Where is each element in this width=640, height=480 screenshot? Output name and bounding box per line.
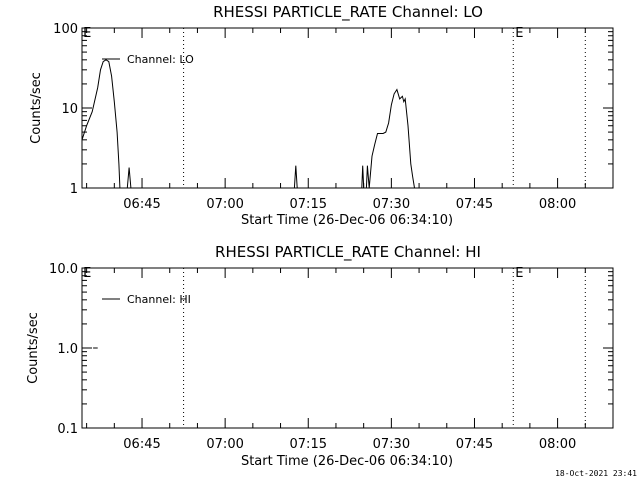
panel-hi: 06:45 07:00 07:15 07:30 07:45 08:00 0.1 1.0 10.0… bbox=[49, 262, 613, 452]
x-tick-label: 07:15 bbox=[290, 197, 327, 212]
y-axis-label-hi: Counts/sec bbox=[26, 312, 41, 384]
x-tick-label: 06:45 bbox=[123, 437, 160, 452]
footer-timestamp: 18-Oct-2021 23:41 bbox=[555, 469, 637, 478]
event-marker-label: E bbox=[515, 266, 523, 281]
event-marker-label: E bbox=[83, 266, 91, 281]
plot-frame-lo bbox=[81, 27, 614, 189]
x-tick-label: 08:00 bbox=[539, 197, 576, 212]
legend-label: Channel: LO bbox=[127, 53, 194, 66]
y-tick-label: 10.0 bbox=[49, 262, 78, 277]
x-tick-label: 07:00 bbox=[206, 197, 243, 212]
legend-label: Channel: HI bbox=[127, 293, 191, 306]
x-tick-label: 07:30 bbox=[373, 197, 410, 212]
x-tick-label: 08:00 bbox=[539, 437, 576, 452]
chart-title-hi: RHESSI PARTICLE_RATE Channel: HI bbox=[215, 243, 481, 262]
panel-lo: 06:45 07:00 07:15 07:30 07:45 08:00 1 10 100 E E Ch… bbox=[53, 22, 613, 212]
event-marker-label: E bbox=[515, 26, 523, 41]
series-line bbox=[126, 167, 132, 189]
series-line bbox=[361, 165, 365, 189]
x-axis-label-hi: Start Time (26-Dec-06 06:34:10) bbox=[241, 454, 453, 469]
series-line bbox=[81, 59, 121, 189]
y-tick-label: 0.1 bbox=[57, 422, 78, 437]
chart-title-lo: RHESSI PARTICLE_RATE Channel: LO bbox=[213, 3, 483, 22]
x-axis-label-lo: Start Time (26-Dec-06 06:34:10) bbox=[241, 213, 453, 228]
x-tick-label: 07:00 bbox=[206, 437, 243, 452]
y-tick-label: 1.0 bbox=[57, 342, 78, 357]
y-tick-label: 1 bbox=[70, 182, 78, 197]
plot-frame-hi bbox=[81, 267, 614, 429]
event-marker-label: E bbox=[83, 26, 91, 41]
series-line bbox=[293, 165, 298, 189]
series-line bbox=[365, 88, 415, 189]
x-tick-label: 07:30 bbox=[373, 437, 410, 452]
x-tick-label: 07:15 bbox=[290, 437, 327, 452]
x-tick-label: 07:45 bbox=[456, 437, 493, 452]
y-tick-label: 100 bbox=[53, 22, 78, 37]
y-axis-label-lo: Counts/sec bbox=[29, 72, 44, 144]
y-tick-label: 10 bbox=[61, 102, 78, 117]
x-tick-label: 07:45 bbox=[456, 197, 493, 212]
x-tick-label: 06:45 bbox=[123, 197, 160, 212]
